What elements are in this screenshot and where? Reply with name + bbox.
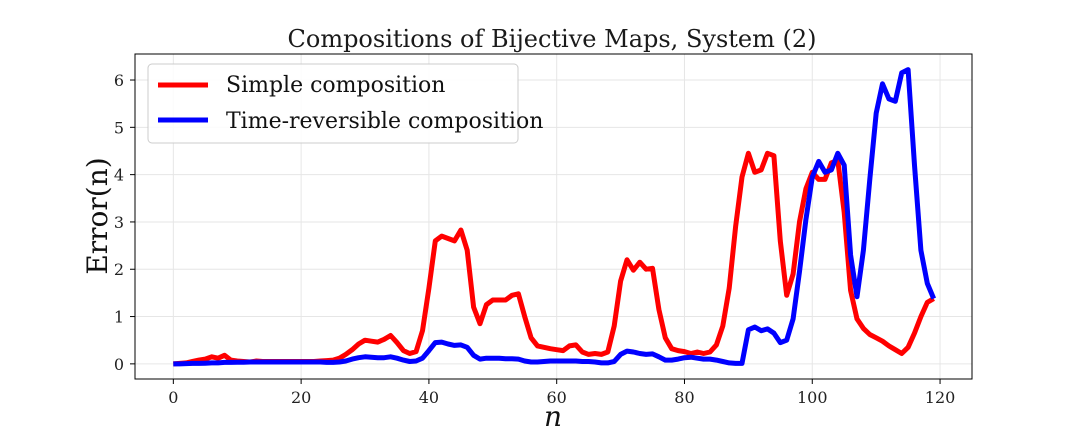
y-axis-label: Error(n) [81, 157, 114, 274]
legend-box [147, 63, 519, 144]
series-line-time-reversible-composition [173, 67, 937, 367]
x-tick-label: 20 [291, 388, 311, 407]
legend-label-time-reversible: Time-reversible composition [226, 109, 543, 134]
x-tick-label: 100 [797, 388, 828, 407]
chart-title: Compositions of Bijective Maps, System (… [288, 25, 817, 53]
y-tick-label: 1 [114, 308, 124, 327]
legend: Simple composition Time-reversible compo… [147, 63, 543, 144]
x-tick-label: 80 [674, 388, 694, 407]
legend-label-simple: Simple composition [226, 73, 445, 98]
y-tick-label: 4 [114, 166, 124, 185]
y-tick-label: 3 [114, 213, 124, 232]
y-tick-label: 6 [114, 71, 124, 90]
series-layer [173, 67, 937, 367]
y-axis-ticks: 0 1 2 3 4 5 6 [114, 71, 135, 374]
x-tick-label: 60 [547, 388, 567, 407]
y-tick-label: 0 [114, 355, 124, 374]
y-tick-label: 5 [114, 118, 124, 137]
series-line-simple-composition [173, 150, 935, 367]
x-axis-ticks: 0 20 40 60 80 100 120 [168, 379, 955, 407]
x-tick-label: 120 [925, 388, 956, 407]
plot-area-frame [134, 53, 973, 380]
y-tick-label: 2 [114, 260, 124, 279]
x-tick-label: 40 [419, 388, 439, 407]
x-tick-label: 0 [168, 388, 178, 407]
x-axis-label: n [544, 400, 562, 432]
